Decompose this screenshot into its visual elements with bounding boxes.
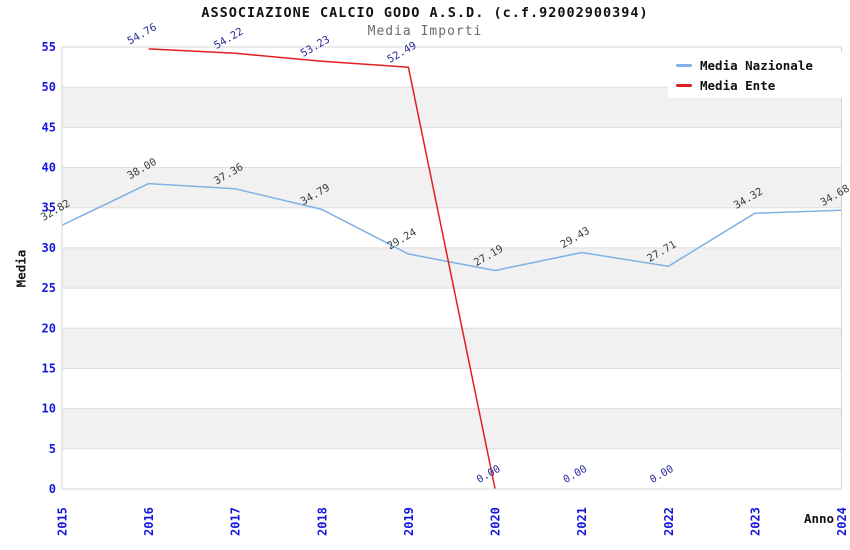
data-point-label: 0.00 xyxy=(561,463,589,486)
y-tick-label: 10 xyxy=(42,402,56,416)
series-line-media-ente xyxy=(148,48,496,490)
x-tick-label: 2023 xyxy=(748,507,762,536)
y-tick-label: 5 xyxy=(49,442,56,456)
y-tick-label: 25 xyxy=(42,281,56,295)
y-tick-label: 40 xyxy=(42,161,56,175)
y-tick-label: 35 xyxy=(42,201,56,215)
x-tick-label: 2019 xyxy=(402,507,416,536)
x-tick-label: 2020 xyxy=(489,507,503,536)
x-tick-label: 2017 xyxy=(229,507,243,536)
chart-title: ASSOCIAZIONE CALCIO GODO A.S.D. (c.f.920… xyxy=(201,5,649,21)
data-point-label: 52.49 xyxy=(385,40,418,66)
grid-band xyxy=(62,247,842,289)
y-tick-label: 55 xyxy=(42,40,56,54)
y-tick-label: 45 xyxy=(42,120,56,134)
x-tick-label: 2016 xyxy=(142,507,156,536)
data-point-label: 0.00 xyxy=(648,463,676,486)
data-point-label: 0.00 xyxy=(475,463,503,486)
grid-band xyxy=(62,408,842,449)
y-tick-label: 15 xyxy=(42,361,56,375)
y-tick-label: 0 xyxy=(49,482,56,496)
chart-subtitle: Media Importi xyxy=(367,24,483,39)
legend-item-media-ente: Media Ente xyxy=(676,78,843,93)
grid-band xyxy=(62,167,842,208)
grid-band xyxy=(62,328,842,369)
y-tick-label: 50 xyxy=(42,80,56,94)
x-tick-label: 2018 xyxy=(315,507,329,536)
x-tick-label: 2024 xyxy=(835,507,849,536)
legend-label: Media Nazionale xyxy=(700,57,813,73)
series-line-media-nazionale xyxy=(61,182,842,272)
legend-swatch-blue-line-icon xyxy=(676,63,692,67)
x-tick-label: 2021 xyxy=(575,507,589,536)
y-tick-label: 20 xyxy=(42,321,56,335)
legend-item-media-nazionale: Media Nazionale xyxy=(676,58,843,73)
y-tick-label: 30 xyxy=(42,241,56,255)
x-tick-label: 2015 xyxy=(56,507,70,536)
plot-border xyxy=(61,46,842,490)
legend-swatch-red-line-icon xyxy=(676,83,692,87)
x-tick-label: 2022 xyxy=(662,507,676,536)
legend-label: Media Ente xyxy=(700,77,776,93)
y-axis-title: Media xyxy=(13,249,29,288)
chart-legend: Media Nazionale Media Ente xyxy=(668,52,843,98)
data-point-label: 29.43 xyxy=(559,225,592,251)
x-axis-title: Anno xyxy=(803,511,835,526)
